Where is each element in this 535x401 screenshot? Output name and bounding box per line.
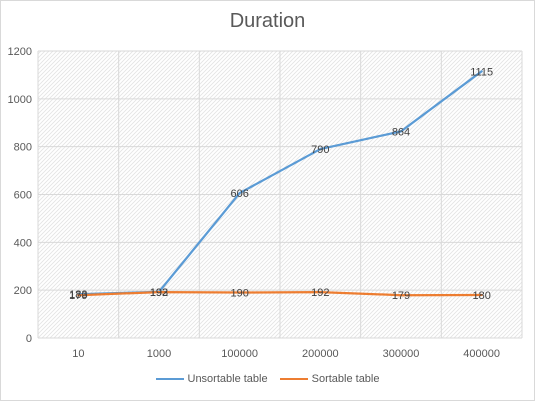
- data-label: 183: [69, 289, 87, 301]
- y-tick-label: 0: [26, 333, 32, 345]
- x-axis-ticks: 10 1000 100000 200000 300000 400000: [72, 348, 500, 360]
- data-label: 180: [472, 290, 490, 302]
- data-label: 1115: [470, 66, 493, 78]
- legend-label-unsortable: Unsortable table: [187, 373, 268, 385]
- x-tick-label: 100000: [221, 348, 258, 360]
- data-label: 192: [311, 287, 329, 299]
- y-tick-label: 400: [14, 237, 32, 249]
- x-tick-label: 400000: [463, 348, 500, 360]
- series-lines: [77, 70, 483, 297]
- data-label: 193: [150, 287, 168, 299]
- data-label: 606: [230, 188, 248, 200]
- data-label: 790: [311, 144, 329, 156]
- x-tick-label: 1000: [147, 348, 171, 360]
- y-tick-label: 200: [14, 285, 32, 297]
- x-tick-label: 10: [72, 348, 84, 360]
- y-tick-label: 600: [14, 190, 32, 202]
- legend-item-sortable[interactable]: Sortable table: [279, 373, 380, 385]
- y-tick-label: 1000: [8, 94, 32, 106]
- data-labels: 183 193 606 790 864 1115 179 192 190 192 179 180: [69, 66, 493, 302]
- y-tick-label: 800: [14, 142, 32, 154]
- series-line-1: [77, 290, 483, 297]
- x-tick-label: 300000: [383, 348, 420, 360]
- x-tick-label: 200000: [302, 348, 339, 360]
- legend-label-sortable: Sortable table: [311, 373, 380, 385]
- data-label: 190: [230, 288, 248, 300]
- data-label: 192: [150, 287, 168, 299]
- legend: Unsortable table Sortable table: [0, 373, 535, 385]
- data-label: 864: [392, 126, 410, 138]
- y-axis-ticks: 0 200 400 600 800 1000 1200: [8, 46, 32, 345]
- legend-item-unsortable[interactable]: Unsortable table: [155, 373, 268, 385]
- chart-title: Duration: [229, 10, 306, 32]
- data-label: 179: [392, 290, 410, 302]
- y-tick-label: 1200: [8, 46, 32, 58]
- legend-swatch-unsortable: [155, 378, 184, 380]
- gridlines: [37, 50, 523, 339]
- data-label: 179: [69, 290, 87, 302]
- legend-swatch-sortable: [279, 378, 308, 380]
